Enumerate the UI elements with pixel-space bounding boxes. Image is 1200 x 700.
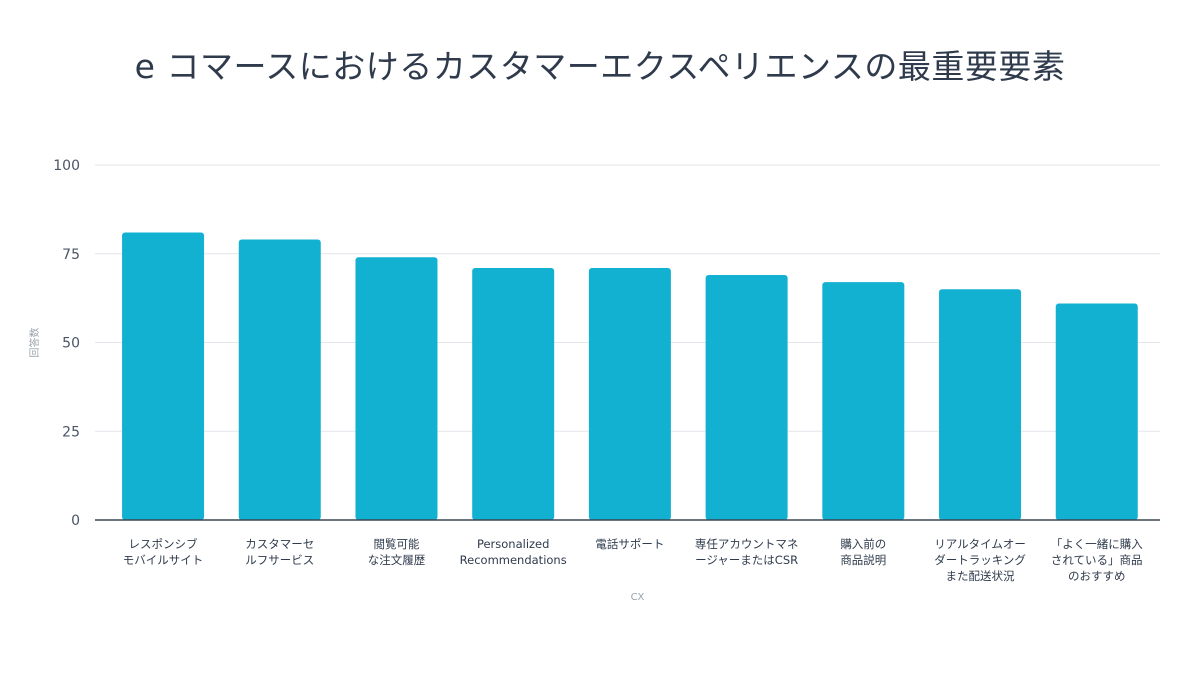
bar	[355, 257, 438, 520]
x-tick-label: 購入前の商品説明	[840, 537, 886, 567]
x-tick-label: 「よく一緒に購入されている」商品のおすすめ	[1051, 537, 1143, 583]
y-tick-label: 50	[62, 336, 80, 352]
x-tick-label: 専任アカウントマネージャーまたはCSR	[695, 537, 799, 567]
y-tick-label: 100	[53, 158, 80, 174]
y-tick-label: 75	[62, 247, 80, 263]
x-tick-label: レスポンシブモバイルサイト	[123, 537, 204, 567]
x-tick-label: 閲覧可能な注文履歴	[368, 537, 426, 567]
x-tick-label: リアルタイムオーダートラッキングまた配送状況	[934, 537, 1026, 583]
bar	[472, 267, 555, 520]
bar	[705, 275, 788, 520]
y-tick-label: 25	[62, 424, 80, 440]
x-tick-label: 電話サポート	[595, 537, 664, 551]
x-axis-title: CX	[631, 592, 645, 603]
y-tick-label: 0	[71, 513, 80, 529]
bar	[822, 282, 905, 520]
bar	[588, 267, 671, 520]
x-tick-label: Personalized Recommendations	[460, 537, 567, 567]
chart-title: e コマースにおけるカスタマーエクスペリエンスの最重要要素	[134, 47, 1066, 86]
y-axis-title: 回答数	[28, 328, 41, 358]
bar	[1055, 303, 1138, 520]
bar	[939, 289, 1022, 520]
bar	[238, 239, 321, 521]
bar	[122, 232, 205, 520]
x-tick-label: カスタマーセルフサービス	[245, 537, 314, 567]
